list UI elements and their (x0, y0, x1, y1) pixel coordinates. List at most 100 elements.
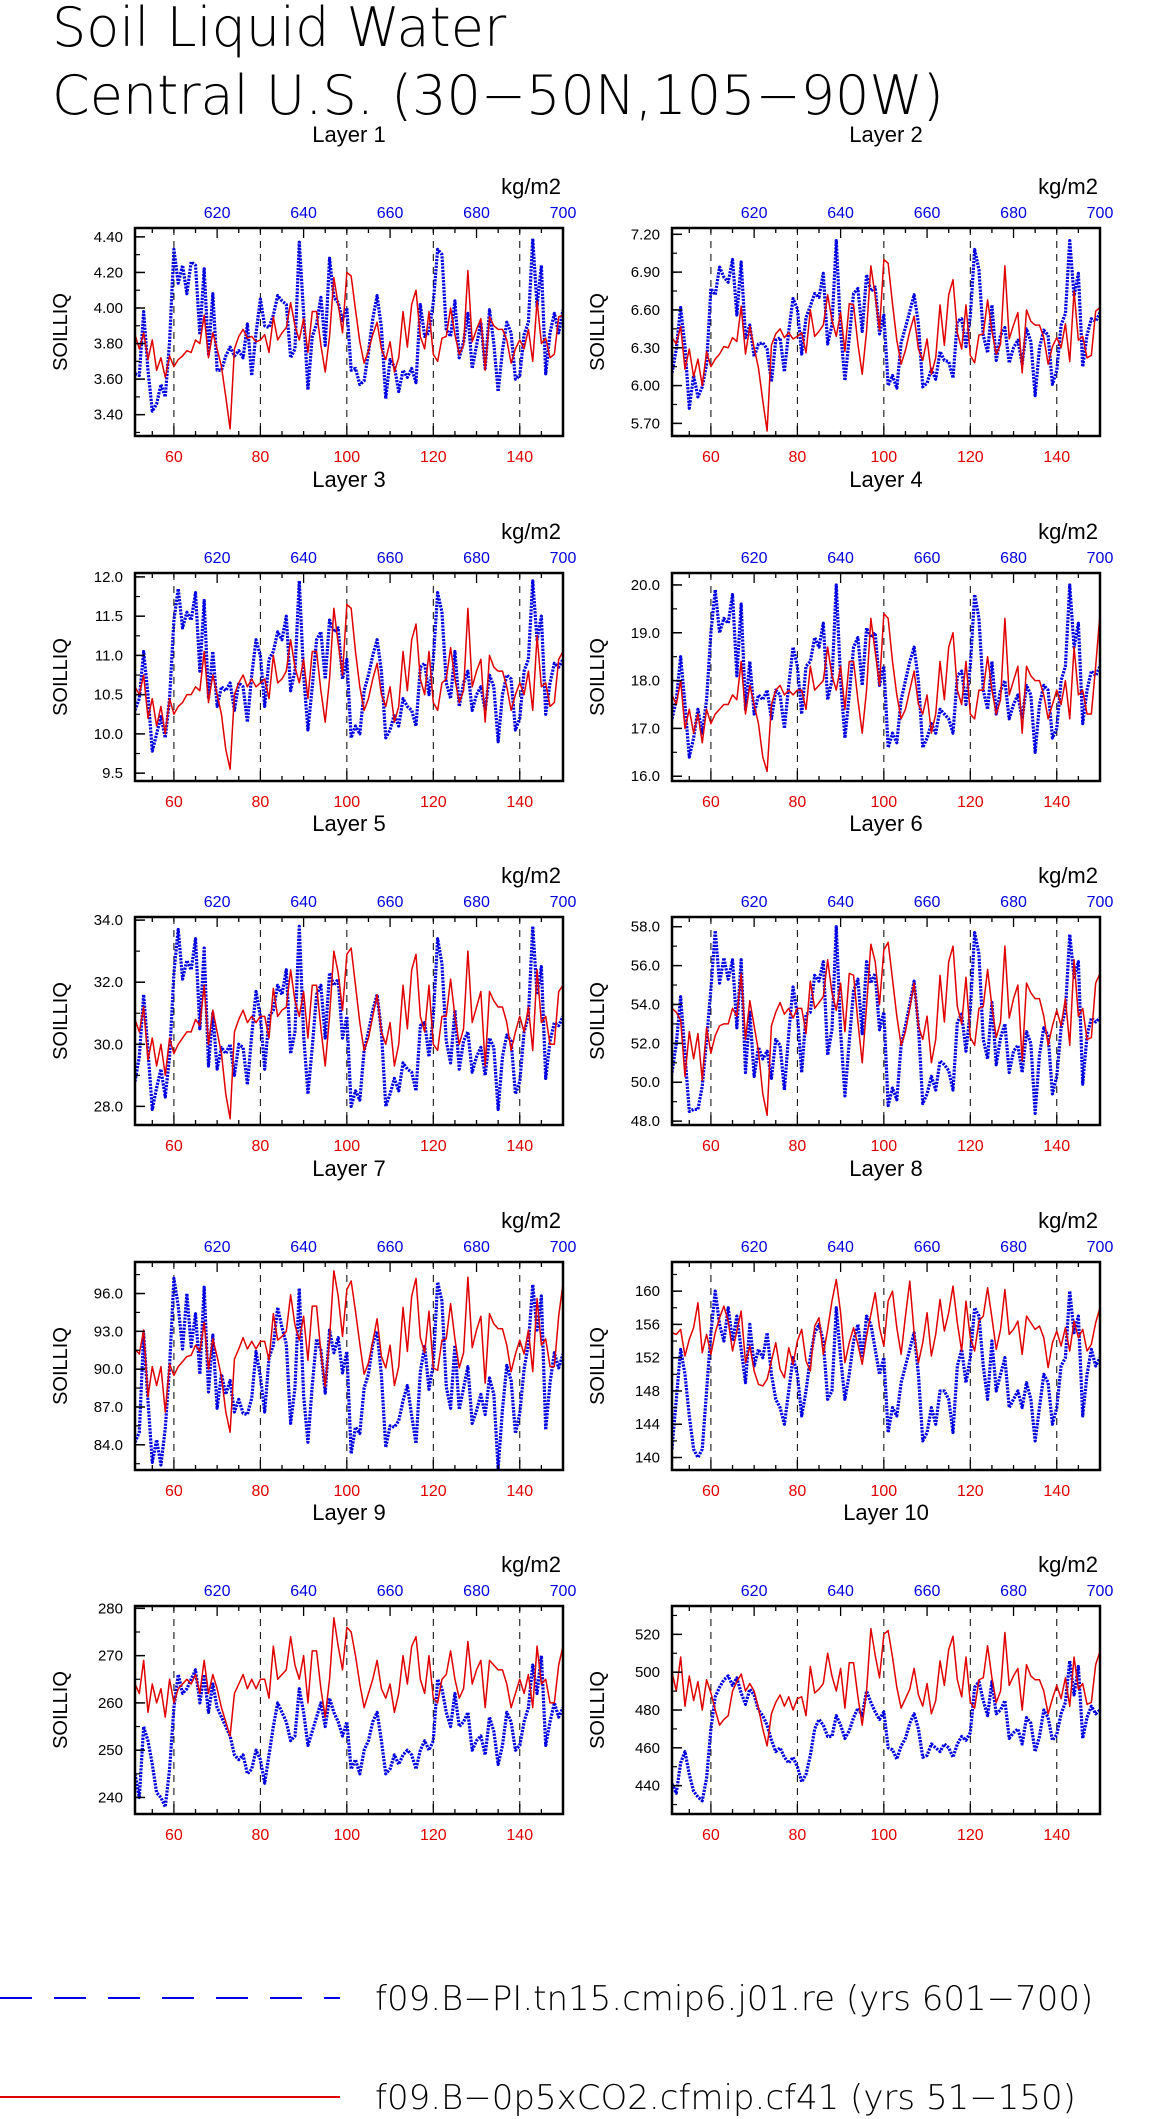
x-bottom-tick-label: 100 (333, 1138, 360, 1155)
series-line-exp (135, 1617, 563, 1737)
y-tick-label: 7.20 (631, 226, 660, 243)
panel-title: Layer 3 (312, 467, 385, 492)
x-bottom-tick-label: 100 (870, 1138, 897, 1155)
panel-title: Layer 1 (312, 122, 385, 147)
x-top-tick-label: 620 (204, 1239, 231, 1256)
y-tick-label: 4.00 (94, 300, 123, 317)
x-bottom-tick-label: 80 (788, 1483, 806, 1500)
plot-frame (133, 1604, 565, 1816)
x-top-tick-label: 700 (1087, 1239, 1114, 1256)
x-top-tick-label: 660 (914, 894, 941, 911)
y-tick-label: 140 (635, 1450, 660, 1467)
y-tick-label: 152 (635, 1350, 660, 1367)
x-top-tick-label: 620 (741, 550, 768, 567)
x-bottom-tick-label: 60 (702, 449, 720, 466)
y-tick-label: 6.00 (631, 378, 660, 395)
x-bottom-tick-label: 80 (788, 1827, 806, 1844)
x-top-tick-label: 680 (463, 894, 490, 911)
x-bottom-tick-label: 100 (333, 1483, 360, 1500)
units-label: kg/m2 (1038, 1552, 1098, 1577)
x-bottom-tick-label: 140 (1043, 1827, 1070, 1844)
y-tick-label: 9.5 (102, 765, 123, 782)
panel-title: Layer 8 (849, 1156, 922, 1181)
y-axis-label: SOILLIQ (50, 1327, 72, 1405)
series-line-exp (135, 269, 563, 430)
x-bottom-tick-label: 60 (165, 1483, 183, 1500)
y-tick-label: 6.90 (631, 264, 660, 281)
x-bottom-tick-label: 60 (702, 1827, 720, 1844)
y-tick-label: 4.40 (94, 229, 123, 246)
y-tick-label: 5.70 (631, 415, 660, 432)
series-line-exp (672, 1278, 1100, 1387)
y-tick-label: 58.0 (631, 919, 660, 936)
units-label: kg/m2 (501, 519, 561, 544)
plot-frame (133, 915, 565, 1127)
series-line-exp (672, 258, 1100, 432)
x-bottom-tick-label: 140 (1043, 1483, 1070, 1500)
y-tick-label: 50.0 (631, 1074, 660, 1091)
x-bottom-tick-label: 120 (420, 1138, 447, 1155)
x-bottom-tick-label: 120 (420, 449, 447, 466)
x-top-tick-label: 640 (827, 205, 854, 222)
y-tick-label: 87.0 (94, 1399, 123, 1416)
y-tick-label: 10.5 (94, 687, 123, 704)
y-tick-label: 52.0 (631, 1035, 660, 1052)
x-bottom-tick-label: 60 (165, 449, 183, 466)
plot-frame (133, 226, 565, 438)
x-bottom-tick-label: 100 (870, 449, 897, 466)
y-tick-label: 440 (635, 1778, 660, 1795)
y-tick-label: 34.0 (94, 912, 123, 929)
panel-title: Layer 9 (312, 1500, 385, 1525)
x-top-tick-label: 640 (290, 550, 317, 567)
units-label: kg/m2 (1038, 863, 1098, 888)
x-top-tick-label: 640 (827, 1583, 854, 1600)
y-tick-label: 56.0 (631, 958, 660, 975)
y-tick-label: 260 (98, 1695, 123, 1712)
legend-label-exp: f09.B−0p5xCO2.cfmip.cf41 (yrs 51−150) (375, 2078, 1076, 2118)
series-line-ctrl (135, 924, 563, 1112)
y-tick-label: 460 (635, 1740, 660, 1757)
x-bottom-tick-label: 80 (251, 1483, 269, 1500)
legend-label-ctrl: f09.B−PI.tn15.cmip6.j01.re (yrs 601−700) (375, 1979, 1093, 2019)
x-bottom-tick-label: 140 (506, 794, 533, 811)
plot-frame (133, 1260, 565, 1472)
x-bottom-tick-label: 100 (870, 1483, 897, 1500)
x-bottom-tick-label: 140 (1043, 1138, 1070, 1155)
y-tick-label: 3.60 (94, 371, 123, 388)
series-line-ctrl (672, 925, 1100, 1115)
x-bottom-tick-label: 100 (870, 1827, 897, 1844)
series-line-exp (672, 1627, 1100, 1747)
y-tick-label: 96.0 (94, 1286, 123, 1303)
y-tick-label: 250 (98, 1742, 123, 1759)
x-top-tick-label: 660 (377, 1583, 404, 1600)
x-top-tick-label: 700 (1087, 205, 1114, 222)
x-bottom-tick-label: 100 (333, 1827, 360, 1844)
x-bottom-tick-label: 140 (1043, 449, 1070, 466)
x-top-tick-label: 660 (377, 1239, 404, 1256)
y-tick-label: 6.30 (631, 340, 660, 357)
x-top-tick-label: 640 (290, 1239, 317, 1256)
x-bottom-tick-label: 60 (165, 794, 183, 811)
x-top-tick-label: 700 (550, 1583, 577, 1600)
panel-layer-9: Layer 9 kg/m2 SOILLIQ 240 250 260 270 280 60 80 10… (50, 1500, 576, 1844)
x-bottom-tick-label: 80 (251, 794, 269, 811)
panel-layer-10: Layer 10 kg/m2 SOILLIQ 440 460 480 500 520 60 80 1… (587, 1500, 1113, 1844)
panel-title: Layer 10 (843, 1500, 929, 1525)
x-top-tick-label: 620 (741, 894, 768, 911)
x-bottom-tick-label: 140 (506, 1138, 533, 1155)
series-line-exp (672, 941, 1100, 1117)
x-top-tick-label: 680 (463, 1239, 490, 1256)
series-line-ctrl (135, 579, 563, 753)
x-bottom-tick-label: 60 (165, 1138, 183, 1155)
y-axis-label: SOILLIQ (50, 293, 72, 371)
series-line-exp (672, 612, 1100, 773)
x-top-tick-label: 620 (204, 550, 231, 567)
series-line-exp (135, 947, 563, 1120)
y-tick-label: 240 (98, 1789, 123, 1806)
y-tick-label: 270 (98, 1648, 123, 1665)
y-tick-label: 156 (635, 1316, 660, 1333)
x-top-tick-label: 700 (1087, 1583, 1114, 1600)
x-top-tick-label: 700 (550, 894, 577, 911)
x-top-tick-label: 620 (741, 1583, 768, 1600)
